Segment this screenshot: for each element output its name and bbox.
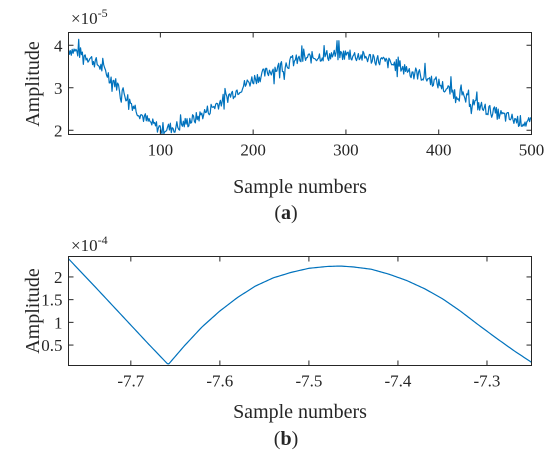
panel-b-caption-letter: b	[280, 428, 291, 450]
panel-b-xtick-label: -7.4	[384, 372, 411, 391]
panel-a-axes-frame	[68, 32, 532, 135]
panel-b-series-line	[68, 258, 532, 365]
panel-a-xtick-label: 400	[426, 141, 452, 160]
panel-a-plot-area	[67, 38, 532, 135]
panel-a-ytick-label: 3	[54, 79, 63, 98]
panel-a-exponent: ×10-5	[71, 6, 108, 28]
panel-b-exponent: ×10-4	[71, 233, 108, 255]
panel-b-xtick-label: -7.5	[295, 372, 322, 391]
panel-b-axes-frame	[68, 256, 532, 366]
panel-b-ticks: -7.7 -7.6 -7.5 -7.4 -7.3 0.5 1 1.5 2	[41, 256, 532, 391]
panel-b-xtick-label: -7.6	[206, 372, 233, 391]
panel-b: ×10-4 -7.7 -7.6 -7.5 -7.4 -7.3 0.5 1 1.5 2 Ampli…	[22, 233, 532, 450]
panel-a-ytick-label: 4	[54, 36, 63, 55]
panel-a-exponent-power: -5	[98, 6, 108, 20]
panel-a-exponent-base: ×10	[71, 9, 98, 28]
panel-a-series-line	[67, 38, 532, 135]
panel-a-caption-letter: a	[281, 202, 291, 224]
panel-a-xtick-label: 300	[333, 141, 359, 160]
panel-a-xtick-label: 100	[148, 141, 174, 160]
panel-b-xlabel: Sample numbers	[233, 401, 367, 423]
panel-b-xtick-label: -7.3	[474, 372, 501, 391]
panel-b-exponent-base: ×10	[71, 236, 98, 255]
panel-b-caption: (b)	[274, 428, 298, 450]
panel-b-exponent-power: -4	[98, 233, 108, 247]
panel-b-plot-area	[68, 258, 532, 365]
panel-b-xtick-label: -7.7	[117, 372, 144, 391]
panel-b-ytick-label: 1.5	[41, 291, 62, 310]
panel-b-ytick-label: 2	[54, 268, 63, 287]
panel-a-xtick-label: 500	[519, 141, 545, 160]
panel-a: ×10-5 100 200 300 400 500 2 3 4 Amplitude Sampl…	[22, 6, 544, 224]
panel-b-ytick-label: 1	[54, 313, 63, 332]
panel-a-ylabel: Amplitude	[22, 41, 44, 127]
panel-b-ylabel: Amplitude	[22, 268, 44, 354]
panel-a-caption: (a)	[274, 202, 297, 224]
panel-a-xtick-label: 200	[240, 141, 266, 160]
panel-a-xlabel: Sample numbers	[233, 176, 367, 198]
panel-b-ytick-label: 0.5	[41, 336, 62, 355]
panel-a-ticks: 100 200 300 400 500 2 3 4	[54, 32, 545, 160]
panel-a-ytick-label: 2	[54, 121, 63, 140]
